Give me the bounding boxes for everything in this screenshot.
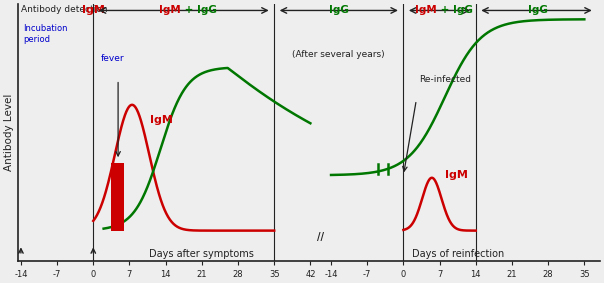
- Text: (After several years): (After several years): [292, 50, 385, 59]
- Text: Re-infected: Re-infected: [419, 75, 471, 84]
- Y-axis label: Antibody Level: Antibody Level: [4, 94, 14, 171]
- Text: Antibody detection: Antibody detection: [21, 5, 108, 14]
- Text: Days after symptoms: Days after symptoms: [149, 250, 254, 260]
- Text: IgG: IgG: [528, 5, 548, 16]
- Text: Incubation
period: Incubation period: [24, 24, 68, 44]
- Text: + IgG: + IgG: [181, 5, 217, 16]
- Text: + IgG: + IgG: [437, 5, 473, 16]
- Bar: [111, 163, 124, 231]
- Text: IgM: IgM: [445, 170, 467, 180]
- Text: IgG: IgG: [329, 5, 349, 16]
- Text: //: //: [317, 232, 324, 242]
- Text: IgM: IgM: [82, 5, 104, 16]
- Text: IgM: IgM: [159, 5, 181, 16]
- Text: Days of reinfection: Days of reinfection: [411, 250, 504, 260]
- Text: IgM: IgM: [150, 115, 173, 125]
- Text: fever: fever: [101, 55, 124, 63]
- Text: IgM: IgM: [416, 5, 437, 16]
